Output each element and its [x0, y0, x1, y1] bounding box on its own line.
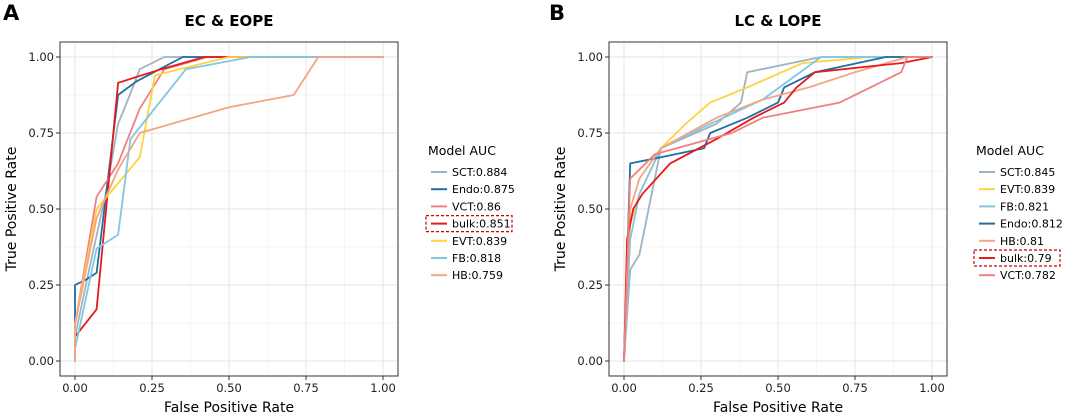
legend-label: VCT:0.782 — [1000, 269, 1056, 282]
roc-panel-a: A EC & EOPE 0.00 0.00 0.25 0.25 0.50 0.50 0.75 0.… — [3, 1, 515, 416]
x-tick-label: 0.50 — [216, 381, 242, 395]
legend-item-sct: SCT:0.845 — [979, 166, 1055, 179]
y-axis-label: True Positive Rate — [4, 147, 20, 273]
legend-label: HB:0.759 — [452, 269, 503, 282]
legend-item-endo: Endo:0.812 — [979, 218, 1063, 231]
chart-title: LC & LOPE — [734, 12, 821, 30]
roc-curve-fb — [623, 56, 933, 362]
legend-item-evt: EVT:0.839 — [979, 183, 1055, 196]
legend-label: HB:0.81 — [1000, 235, 1044, 248]
roc-curve-fb — [74, 56, 384, 362]
y-tick-label: 0.50 — [577, 202, 603, 216]
roc-curve-evt — [623, 56, 933, 362]
legend-label: SCT:0.845 — [1000, 166, 1055, 179]
roc-panel-b: B LC & LOPE 0.00 0.00 0.25 0.25 0.50 0.50 0.75 0.… — [549, 1, 1063, 416]
panel-letter: B — [549, 1, 565, 25]
legend-item-fb: FB:0.818 — [431, 252, 501, 265]
panel-letter: A — [3, 1, 20, 25]
roc-curve-hb — [74, 56, 384, 362]
y-tick-label: 0.75 — [577, 126, 603, 140]
legend-title: Model AUC — [428, 143, 496, 158]
x-axis-label: False Positive Rate — [164, 400, 294, 416]
legend-label: SCT:0.884 — [452, 166, 507, 179]
x-tick-label: 1.00 — [370, 381, 396, 395]
legend-highlight-box — [425, 215, 513, 233]
x-tick-label: 0.25 — [139, 381, 165, 395]
x-tick-label: 0.00 — [62, 381, 88, 395]
y-axis-label: True Positive Rate — [553, 147, 569, 273]
x-tick-label: 0.75 — [842, 381, 868, 395]
y-tick-label: 0.75 — [28, 126, 54, 140]
y-tick-label: 0.00 — [577, 354, 603, 368]
legend-title: Model AUC — [976, 143, 1044, 158]
y-tick-label: 0.25 — [577, 278, 603, 292]
x-tick-label: 0.25 — [688, 381, 714, 395]
roc-curve-bulk — [623, 56, 933, 362]
legend-item-evt: EVT:0.839 — [431, 235, 507, 248]
legend: Model AUC SCT:0.884 Endo:0.875 VCT:0.86 bulk… — [425, 143, 515, 282]
chart-title: EC & EOPE — [184, 12, 273, 30]
roc-curve-endo — [74, 56, 384, 362]
y-tick-label: 0.25 — [28, 278, 54, 292]
legend: Model AUC SCT:0.845 EVT:0.839 FB:0.821 Endo:… — [973, 143, 1063, 282]
legend-item-bulk: bulk:0.851 — [425, 215, 513, 233]
legend-highlight-box — [973, 249, 1061, 267]
y-tick-label: 1.00 — [577, 50, 603, 64]
legend-label: FB:0.818 — [452, 252, 501, 265]
legend-label: Endo:0.812 — [1000, 218, 1063, 231]
legend-item-fb: FB:0.821 — [979, 200, 1049, 213]
legend-item-hb: HB:0.759 — [431, 269, 503, 282]
legend-label: FB:0.821 — [1000, 200, 1049, 213]
legend-label: bulk:0.851 — [452, 218, 511, 231]
legend-item-sct: SCT:0.884 — [431, 166, 507, 179]
legend-label: EVT:0.839 — [1000, 183, 1055, 196]
legend-item-vct: VCT:0.86 — [431, 200, 501, 213]
x-tick-label: 0.00 — [611, 381, 637, 395]
roc-curve-vct — [623, 56, 933, 362]
x-tick-label: 1.00 — [919, 381, 945, 395]
legend-item-hb: HB:0.81 — [979, 235, 1044, 248]
legend-item-vct: VCT:0.782 — [979, 269, 1056, 282]
x-tick-label: 0.75 — [293, 381, 319, 395]
y-tick-label: 0.00 — [28, 354, 54, 368]
y-tick-label: 0.50 — [28, 202, 54, 216]
legend-item-endo: Endo:0.875 — [431, 183, 515, 196]
x-tick-label: 0.50 — [765, 381, 791, 395]
roc-curve-sct — [74, 56, 384, 362]
legend-label: EVT:0.839 — [452, 235, 507, 248]
legend-label: VCT:0.86 — [452, 200, 501, 213]
legend-item-bulk: bulk:0.79 — [973, 249, 1061, 267]
roc-curve-sct — [623, 56, 933, 362]
y-tick-label: 1.00 — [28, 50, 54, 64]
x-axis-label: False Positive Rate — [713, 400, 843, 416]
legend-label: bulk:0.79 — [1000, 252, 1052, 265]
legend-label: Endo:0.875 — [452, 183, 515, 196]
